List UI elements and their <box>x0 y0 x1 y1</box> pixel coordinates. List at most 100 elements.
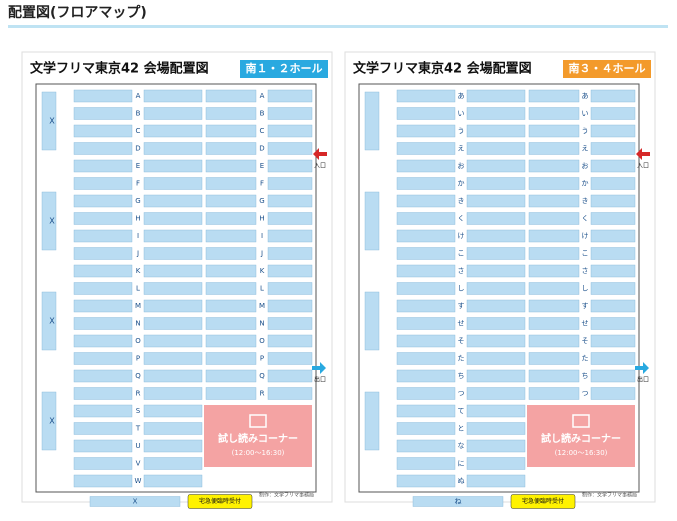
booth-block <box>143 334 203 348</box>
booth-block <box>396 352 456 365</box>
booth-block <box>73 264 133 278</box>
row-letter: W <box>135 477 142 485</box>
entrance-label: 入口 <box>314 163 326 170</box>
hall-title: 文学フリマ東京42 会場配置図 <box>30 61 209 77</box>
entrance-arrow <box>313 148 327 160</box>
booth-block <box>205 212 257 225</box>
booth-block <box>205 229 257 243</box>
row-letter: せ <box>582 320 589 328</box>
booth-block <box>590 334 636 348</box>
booth-block <box>466 369 526 383</box>
row-letter: Q <box>135 372 141 380</box>
booth-block <box>412 496 504 507</box>
booth-block <box>466 474 526 488</box>
side-booth <box>364 291 380 351</box>
row-letter: L <box>260 285 264 293</box>
booth-block <box>528 89 580 103</box>
row-letter: す <box>458 302 465 310</box>
booth-block <box>73 334 133 348</box>
booth-block <box>73 107 133 120</box>
booth-block <box>143 282 203 295</box>
booth-block <box>590 124 636 138</box>
booth-block <box>73 247 133 260</box>
booth-block <box>73 387 133 400</box>
booth-block <box>143 247 203 260</box>
row-letter: L <box>136 285 140 293</box>
row-letter: P <box>136 355 140 363</box>
booth-block <box>267 124 313 138</box>
row-letter: G <box>135 197 140 205</box>
reading-corner-hours: (12:00～16:30) <box>555 449 608 457</box>
booth-block <box>590 194 636 208</box>
row-letter: て <box>458 407 465 415</box>
booth-block <box>396 317 456 330</box>
row-letter: P <box>260 355 264 363</box>
row-letter: さ <box>458 267 465 275</box>
booth-block <box>466 159 526 173</box>
booth-block <box>396 264 456 278</box>
row-letter: ち <box>458 372 465 380</box>
row-letter: た <box>582 355 589 363</box>
booth-block <box>143 212 203 225</box>
book-icon <box>572 414 590 428</box>
row-letter: あ <box>582 92 589 100</box>
booth-block <box>590 142 636 155</box>
book-icon <box>249 414 267 428</box>
booth-block <box>528 142 580 155</box>
credit: 制作：文学フリマ事務局 <box>582 492 637 499</box>
side-label: X <box>49 317 55 326</box>
row-letter: X <box>133 498 138 506</box>
booth-block <box>143 124 203 138</box>
row-letter: F <box>260 180 264 188</box>
hall-name: 南３・４ホール <box>569 61 646 75</box>
booth-block <box>73 194 133 208</box>
booth-block <box>396 404 456 418</box>
row-letter: す <box>582 302 589 310</box>
side-label: X <box>49 117 55 126</box>
row-letter: か <box>458 180 465 188</box>
row-letter: そ <box>458 337 465 345</box>
row-letter: あ <box>458 92 465 100</box>
booth-block <box>528 352 580 365</box>
booth-block <box>396 247 456 260</box>
booth-block <box>73 212 133 225</box>
booth-block <box>143 457 203 470</box>
booth-block <box>267 299 313 313</box>
booth-block <box>528 177 580 190</box>
row-letter: A <box>136 92 141 100</box>
booth-block <box>143 89 203 103</box>
booth-block <box>143 474 203 488</box>
booth-block <box>590 264 636 278</box>
booth-block <box>396 159 456 173</box>
row-letter: B <box>136 110 141 118</box>
delivery-label: 宅急便臨時受付 <box>522 497 564 505</box>
reading-corner-hours: (12:00～16:30) <box>232 449 285 457</box>
booth-block <box>466 124 526 138</box>
booth-block <box>73 317 133 330</box>
row-letter: D <box>135 145 140 153</box>
row-letter: し <box>458 285 465 293</box>
exit-arrow <box>635 362 649 374</box>
row-letter: K <box>136 267 141 275</box>
booth-block <box>466 404 526 418</box>
row-letter: お <box>582 162 589 170</box>
row-letter: た <box>458 355 465 363</box>
booth-block <box>528 107 580 120</box>
booth-block <box>267 387 313 400</box>
row-letter: と <box>458 425 465 433</box>
row-letter: N <box>259 320 264 328</box>
row-letter: け <box>458 232 465 240</box>
booth-block <box>143 264 203 278</box>
booth-block <box>396 124 456 138</box>
booth-block <box>205 387 257 400</box>
booth-block <box>396 422 456 435</box>
booth-block <box>73 474 133 488</box>
booth-block <box>396 89 456 103</box>
delivery-label: 宅急便臨時受付 <box>199 497 241 505</box>
row-letter: な <box>458 442 465 450</box>
booth-block <box>528 334 580 348</box>
booth-block <box>205 282 257 295</box>
row-letter: き <box>582 197 589 205</box>
booth-block <box>590 159 636 173</box>
row-letter: く <box>458 215 465 223</box>
